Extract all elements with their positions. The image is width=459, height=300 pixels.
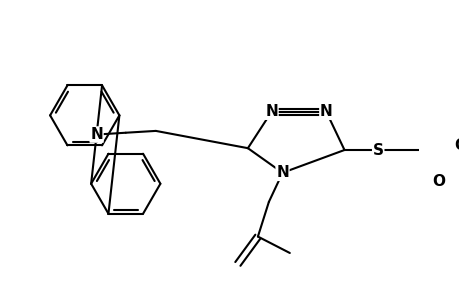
Text: N: N — [275, 165, 288, 180]
Text: N: N — [265, 104, 277, 119]
Text: N: N — [319, 104, 332, 119]
Text: O: O — [453, 138, 459, 153]
Text: S: S — [372, 142, 383, 158]
Text: O: O — [431, 174, 444, 189]
Text: N: N — [90, 127, 103, 142]
